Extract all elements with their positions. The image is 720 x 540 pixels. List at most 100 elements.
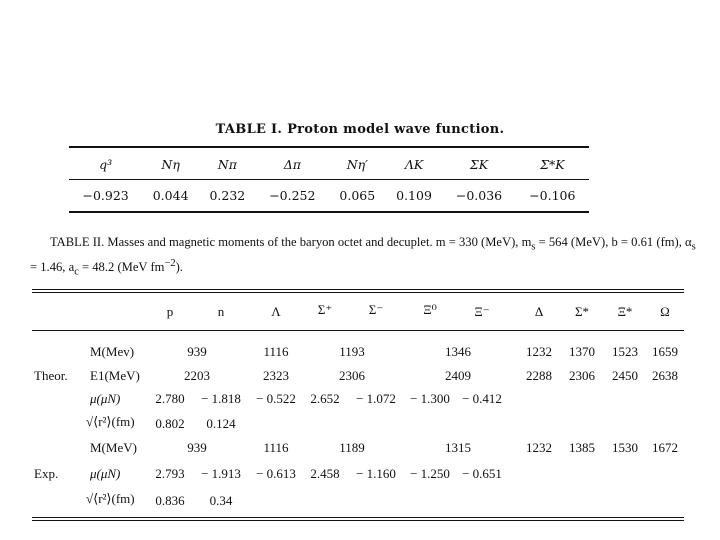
table1: q³ Nη Nπ Δπ Nη′ ΛK ΣK Σ*K −0.923 0.044 0… bbox=[69, 150, 589, 211]
cell: 2.652 bbox=[310, 391, 340, 406]
cell: 2.793 bbox=[155, 466, 185, 481]
table1-cell: 0.109 bbox=[396, 187, 432, 203]
caption-sup: −2 bbox=[164, 258, 176, 269]
row-label: μ(μN) bbox=[90, 466, 121, 481]
cell: 2306 bbox=[339, 368, 365, 383]
col-header: Λ bbox=[271, 304, 281, 319]
col-header: Ω bbox=[660, 304, 670, 319]
table2-caption-line1: TABLE II. Masses and magnetic moments of… bbox=[50, 232, 696, 258]
table1-mid-rule bbox=[69, 179, 589, 180]
table1-header: q³ bbox=[99, 157, 113, 172]
cell: 2.458 bbox=[310, 466, 340, 481]
cell: − 1.250 bbox=[410, 466, 450, 481]
table1-cell: −0.036 bbox=[455, 187, 503, 203]
caption-text: ). bbox=[175, 260, 183, 275]
cell: 2409 bbox=[445, 368, 471, 383]
cell: 1315 bbox=[445, 440, 471, 455]
cell: − 0.613 bbox=[256, 466, 296, 481]
caption-text: = 48.2 (MeV fm bbox=[78, 260, 165, 275]
cell: 1116 bbox=[263, 440, 289, 455]
cell: 2.780 bbox=[155, 391, 185, 406]
cell: 939 bbox=[187, 440, 207, 455]
cell: 1385 bbox=[569, 440, 595, 455]
cell: 2450 bbox=[612, 368, 638, 383]
cell: 1672 bbox=[652, 440, 678, 455]
table1-header: Σ*K bbox=[540, 157, 565, 172]
table1-header: Nη bbox=[161, 157, 180, 172]
table1-cell: −0.106 bbox=[529, 187, 576, 203]
cell: 1189 bbox=[339, 440, 365, 455]
table1-header: ΛK bbox=[404, 157, 424, 172]
col-header: Ξ* bbox=[617, 304, 633, 319]
cell: 1346 bbox=[445, 344, 471, 359]
group-label: Theor. bbox=[34, 368, 68, 383]
table2-header-rule bbox=[32, 330, 684, 331]
col-header: Ξ⁰ bbox=[423, 302, 437, 317]
table1-cell: 0.232 bbox=[209, 187, 246, 203]
cell: 2638 bbox=[652, 368, 678, 383]
cell: 0.124 bbox=[206, 416, 236, 431]
cell: − 1.160 bbox=[356, 466, 396, 481]
col-header: Σ* bbox=[574, 304, 590, 319]
cell: 0.34 bbox=[209, 493, 233, 508]
table2-caption-line2: = 1.46, ac = 48.2 (MeV fm−2). bbox=[30, 253, 183, 283]
table2-top-rule bbox=[32, 289, 684, 290]
table1-cell: 0.065 bbox=[339, 187, 376, 203]
cell: 939 bbox=[187, 344, 207, 359]
cell: − 1.300 bbox=[410, 391, 450, 406]
caption-sub: c bbox=[74, 266, 79, 278]
cell: − 0.651 bbox=[462, 466, 502, 481]
cell: 1370 bbox=[569, 344, 595, 359]
cell: 1193 bbox=[339, 344, 365, 359]
row-label: μ(μN) bbox=[90, 391, 121, 406]
cell: 1530 bbox=[612, 440, 638, 455]
table1-bottom-rule bbox=[69, 211, 589, 213]
row-label: M(Mev) bbox=[90, 344, 135, 359]
table1-header: ΣK bbox=[469, 157, 489, 172]
table1-cell: −0.923 bbox=[82, 187, 129, 203]
col-header: Σ⁻ bbox=[368, 302, 384, 317]
cell: 1232 bbox=[526, 344, 552, 359]
row-label: M(MeV) bbox=[90, 440, 137, 455]
cell: 1523 bbox=[612, 344, 638, 359]
caption-sub: s bbox=[691, 241, 696, 253]
cell: 2203 bbox=[184, 368, 210, 383]
cell: − 1.072 bbox=[356, 391, 396, 406]
col-header: Δ bbox=[534, 304, 544, 319]
cell: 2306 bbox=[569, 368, 595, 383]
cell: − 0.522 bbox=[256, 391, 296, 406]
group-label: Exp. bbox=[34, 466, 59, 481]
cell: 1232 bbox=[526, 440, 552, 455]
table1-header: Δπ bbox=[283, 157, 301, 172]
table2-top-rule-2 bbox=[32, 292, 684, 293]
table1-top-rule bbox=[69, 146, 589, 148]
caption-text: TABLE II. Masses and magnetic moments of… bbox=[50, 235, 532, 249]
row-label: E1(MeV) bbox=[90, 368, 140, 383]
cell: 0.802 bbox=[155, 416, 185, 431]
table1-cell: −0.252 bbox=[269, 187, 316, 203]
table1-value-row: −0.923 0.044 0.232 −0.252 0.065 0.109 −0… bbox=[69, 179, 589, 211]
cell: 0.836 bbox=[155, 493, 185, 508]
row-label: √⟨r²⟩(fm) bbox=[86, 491, 135, 506]
table1-header-row: q³ Nη Nπ Δπ Nη′ ΛK ΣK Σ*K bbox=[69, 150, 589, 179]
cell: − 0.412 bbox=[462, 391, 502, 406]
table2-bottom-rule-2 bbox=[32, 520, 684, 521]
row-label: √⟨r²⟩(fm) bbox=[86, 414, 135, 429]
cell: − 1.913 bbox=[201, 466, 241, 481]
col-header: n bbox=[217, 304, 225, 319]
table1-header: Nπ bbox=[217, 157, 237, 172]
table1-header: Nη′ bbox=[346, 157, 368, 172]
caption-text: = 564 (MeV), b = 0.61 (fm), α bbox=[535, 235, 692, 249]
table1-cell: 0.044 bbox=[152, 187, 189, 203]
cell: 2288 bbox=[526, 368, 552, 383]
col-header: p bbox=[166, 304, 174, 319]
caption-text: = 1.46, a bbox=[30, 260, 75, 275]
cell: − 1.818 bbox=[201, 391, 241, 406]
caption-sub: s bbox=[531, 241, 536, 253]
table1-title: TABLE I. Proton model wave function. bbox=[215, 122, 505, 137]
cell: 2323 bbox=[263, 368, 289, 383]
cell: 1659 bbox=[652, 344, 678, 359]
col-header: Ξ⁻ bbox=[474, 304, 490, 319]
cell: 1116 bbox=[263, 344, 289, 359]
